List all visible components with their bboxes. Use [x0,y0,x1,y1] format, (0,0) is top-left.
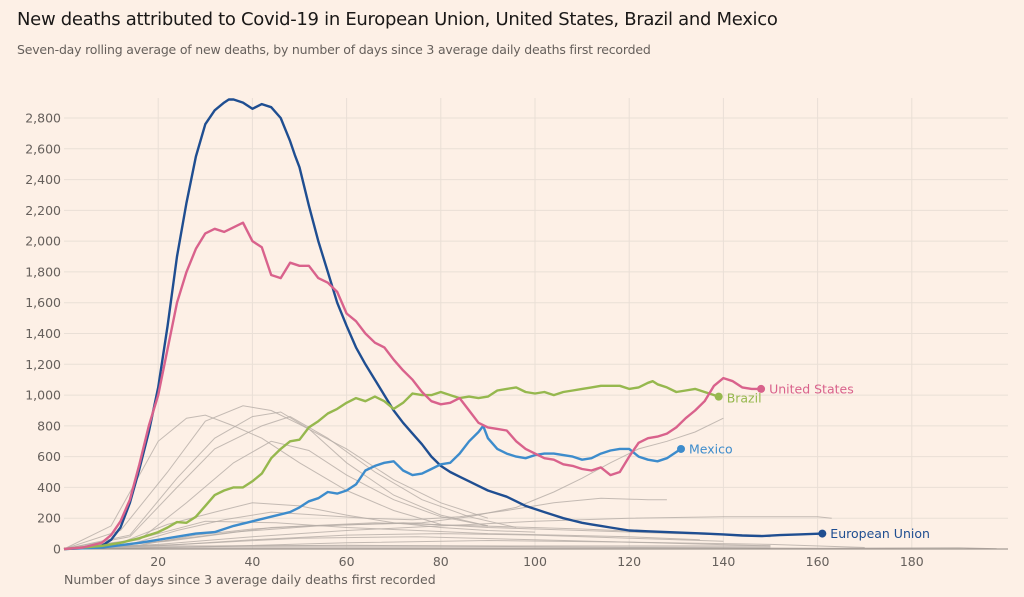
x-tick-label: 140 [711,554,735,569]
x-tick-label: 160 [806,554,830,569]
x-axis-label: Number of days since 3 average daily dea… [64,572,436,587]
y-tick-label: 800 [37,418,61,433]
x-axis: 20 40 60 80 100 120 140 160 180 [150,554,924,569]
y-tick-label: 2,400 [25,172,61,187]
x-tick-label: 40 [244,554,260,569]
other-country-line [63,417,724,550]
other-country-line [63,497,667,550]
y-tick-label: 1,200 [25,357,61,372]
other-country-line [63,502,536,550]
united-states-line [63,221,762,551]
y-tick-label: 1,600 [25,295,61,310]
y-tick-label: 2,600 [25,141,61,156]
other-country-line [63,520,700,550]
x-tick-label: 60 [339,554,355,569]
european-union-line [63,98,823,551]
y-tick-label: 1,000 [25,388,61,403]
mexico-label: Mexico [689,441,733,456]
y-tick-label: 400 [37,480,61,495]
brazil-end-marker [714,392,723,401]
chart-subtitle: Seven-day rolling average of new deaths,… [17,42,651,57]
brazil-line [63,380,720,551]
y-tick-label: 0 [53,542,61,557]
x-tick-label: 80 [433,554,449,569]
european-union-label: European Union [830,526,930,541]
other-country-line [63,516,832,550]
mexico-end-marker [677,444,686,453]
other-country-line [63,414,441,550]
y-tick-label: 2,000 [25,234,61,249]
united-states-end-marker [757,384,766,393]
other-country-line [63,522,762,550]
x-tick-label: 20 [150,554,166,569]
other-country-line [63,440,488,550]
x-tick-label: 100 [523,554,547,569]
x-tick-label: 120 [617,554,641,569]
y-axis: 0 200 400 600 800 1,000 1,200 1,400 1,600 1,800 2,… [25,111,61,557]
european-union-end-marker [818,529,827,538]
y-tick-label: 2,200 [25,203,61,218]
chart-title: New deaths attributed to Covid-19 in Eur… [17,9,778,30]
united-states-label: United States [769,381,854,396]
mexico-line [63,424,682,551]
y-tick-label: 600 [37,449,61,464]
highlighted-series: European Union Mexico Brazil United States [63,98,930,551]
x-tick-label: 180 [900,554,924,569]
gridlines [64,98,1008,549]
other-countries-band [101,545,771,549]
other-countries-lines [63,405,997,550]
other-country-line [63,405,489,550]
other-country-line [63,411,489,550]
y-tick-label: 2,800 [25,111,61,126]
y-tick-label: 1,800 [25,264,61,279]
brazil-label: Brazil [727,391,762,406]
y-tick-label: 200 [37,511,61,526]
other-country-line [63,416,517,550]
y-tick-label: 1,400 [25,326,61,341]
